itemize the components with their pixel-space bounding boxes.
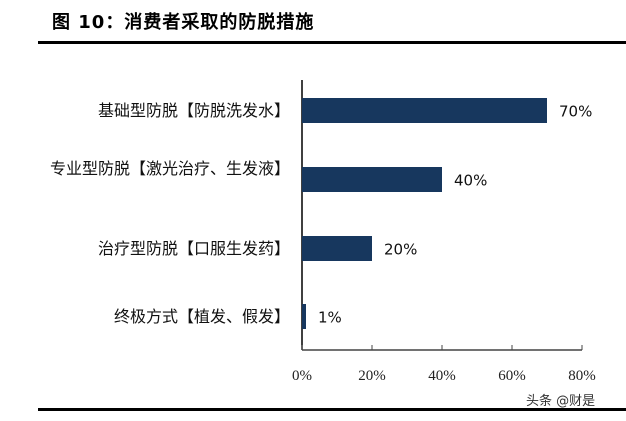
category-label: 治疗型防脱【口服生发药】 <box>97 238 290 258</box>
figure-title: 图 10：消费者采取的防脱措施 <box>52 12 315 33</box>
bar <box>302 167 442 192</box>
x-tick-label: 0% <box>292 368 312 384</box>
category-label: 终极方式【植发、假发】 <box>113 306 290 326</box>
title-rule <box>38 41 626 44</box>
category-label: 专业型防脱【激光治疗、生发液】 <box>50 158 291 178</box>
x-tick-label: 40% <box>428 368 456 384</box>
data-label: 1% <box>318 309 342 327</box>
bar <box>302 236 372 261</box>
x-tick-label: 20% <box>358 368 386 384</box>
data-label: 40% <box>454 172 487 190</box>
watermark: 头条 @财是 <box>526 394 596 409</box>
data-label: 20% <box>384 241 417 259</box>
x-tick-label: 60% <box>498 368 526 384</box>
x-tick-label: 80% <box>568 368 596 384</box>
category-label: 基础型防脱【防脱洗发水】 <box>97 100 290 120</box>
bar <box>302 304 306 329</box>
data-label: 70% <box>559 103 592 121</box>
bar <box>302 98 547 123</box>
bottom-rule <box>38 408 626 411</box>
